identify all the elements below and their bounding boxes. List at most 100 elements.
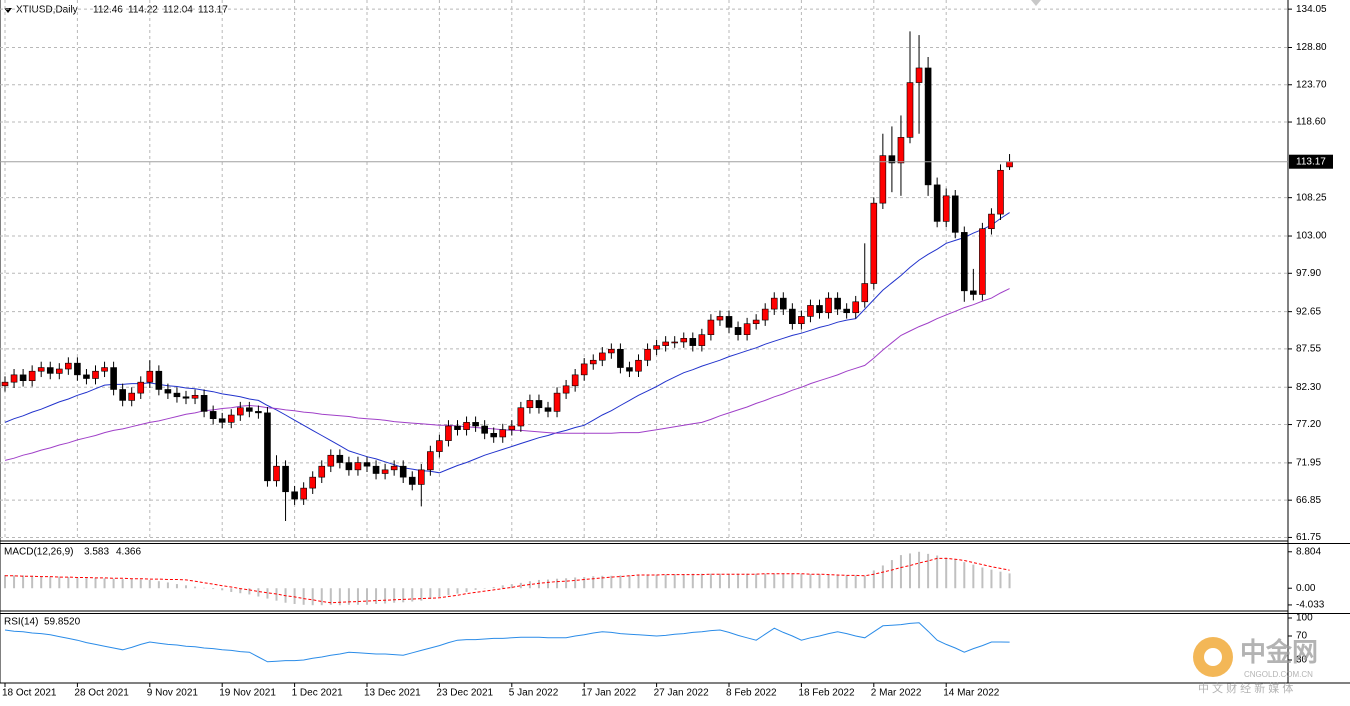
macd-bar (13, 575, 16, 589)
candle-body (698, 334, 706, 346)
candle-body (445, 425, 452, 441)
macd-bar (845, 575, 848, 589)
y-tick-label: 128.80 (1296, 42, 1327, 53)
candle-body (164, 389, 172, 394)
candle-body (1006, 161, 1013, 168)
macd-bar (728, 573, 730, 589)
candle-body (273, 465, 280, 482)
candle-body (227, 414, 235, 423)
macd-bar (782, 573, 785, 589)
x-tick-label: 28 Oct 2021 (74, 688, 129, 699)
macd-bar (221, 588, 224, 591)
y-tick-label: 66.85 (1296, 495, 1321, 506)
macd-bar (918, 551, 921, 589)
macd-bar (483, 588, 486, 589)
candle-body (46, 367, 54, 374)
candle-body (309, 476, 317, 489)
macd-bar (890, 560, 893, 589)
macd-bar (682, 574, 685, 589)
candle-body (137, 381, 145, 394)
macd-bar (212, 588, 215, 590)
macd-bar (293, 588, 296, 604)
candle-body (861, 283, 869, 303)
candle-body (870, 202, 878, 284)
close-value: 113.17 (198, 5, 228, 16)
macd-bar (936, 555, 939, 589)
macd-bar (972, 564, 975, 589)
panel-frames (0, 0, 1350, 684)
candle-body (517, 407, 525, 427)
macd-bar (447, 588, 450, 596)
macd-bar (809, 574, 812, 589)
macd-bar (175, 584, 178, 589)
macd-bar (592, 576, 595, 589)
macd-bar (963, 562, 966, 589)
macd-bar (827, 574, 830, 589)
candle-body (743, 323, 751, 335)
macd-bar (203, 587, 206, 589)
macd-signal-line (5, 557, 1010, 604)
macd-bar (610, 575, 613, 589)
macd-bar (320, 588, 323, 606)
macd-bar (402, 588, 405, 603)
candle-body (535, 400, 543, 409)
macd-bar (302, 588, 305, 605)
macd-bar (637, 574, 640, 589)
candle-body (970, 290, 977, 295)
candle-body (1, 381, 9, 387)
macd-bar (565, 578, 568, 589)
macd-bar (601, 575, 604, 589)
macd-bar (248, 588, 251, 595)
candle-body (37, 367, 45, 372)
macd-signal-value: 4.366 (116, 547, 141, 558)
watermark-site: CNGOLD.COM.CN (1244, 670, 1313, 679)
macd-bar (1008, 573, 1011, 589)
candle-body (390, 465, 398, 471)
candle-body (680, 338, 688, 343)
candle-body (92, 370, 99, 379)
macd-bar (103, 578, 106, 589)
y-tick-label: 77.20 (1296, 419, 1321, 430)
candle-body (617, 348, 624, 368)
macd-bar (737, 573, 740, 589)
candle-body (598, 352, 606, 361)
x-tick-label: 9 Nov 2021 (147, 688, 199, 699)
macd-bar (112, 578, 115, 589)
macd-bar (981, 567, 984, 589)
candle-body (798, 316, 805, 325)
macd-bar (239, 588, 242, 594)
macd-bar (94, 577, 97, 589)
candle-body (779, 297, 787, 310)
candle-body (997, 169, 1004, 215)
candle-body (725, 316, 733, 328)
candle-body (707, 319, 715, 335)
candle-body (589, 359, 597, 365)
current-price-label: 113.17 (1296, 156, 1326, 167)
x-tick-label: 13 Dec 2021 (364, 688, 421, 699)
macd-bar (257, 588, 260, 597)
candle-body (689, 338, 697, 346)
macd-bar (58, 576, 61, 589)
macd-bar (800, 573, 803, 589)
macd-bar (583, 577, 586, 589)
macd-bar (311, 588, 314, 606)
macd-bar (718, 573, 721, 589)
macd-bar (157, 581, 160, 589)
macd-bar (990, 569, 993, 589)
macd-bar (465, 588, 468, 592)
x-tick-label: 8 Feb 2022 (726, 688, 777, 699)
candle-body (218, 418, 226, 423)
candle-body (65, 362, 72, 370)
candle-body (553, 392, 561, 412)
y-tick-label: -4.033 (1296, 600, 1325, 611)
y-tick-label: 103.00 (1296, 231, 1327, 242)
macd-bar (40, 576, 43, 589)
macd-bar (746, 573, 749, 589)
macd-bar (166, 582, 169, 589)
macd-bar (375, 588, 378, 604)
candle-body (300, 487, 307, 500)
candle-body (427, 451, 434, 471)
macd-bar (230, 588, 233, 592)
moving-average-line (4, 212, 1010, 474)
candle-body (336, 454, 344, 463)
